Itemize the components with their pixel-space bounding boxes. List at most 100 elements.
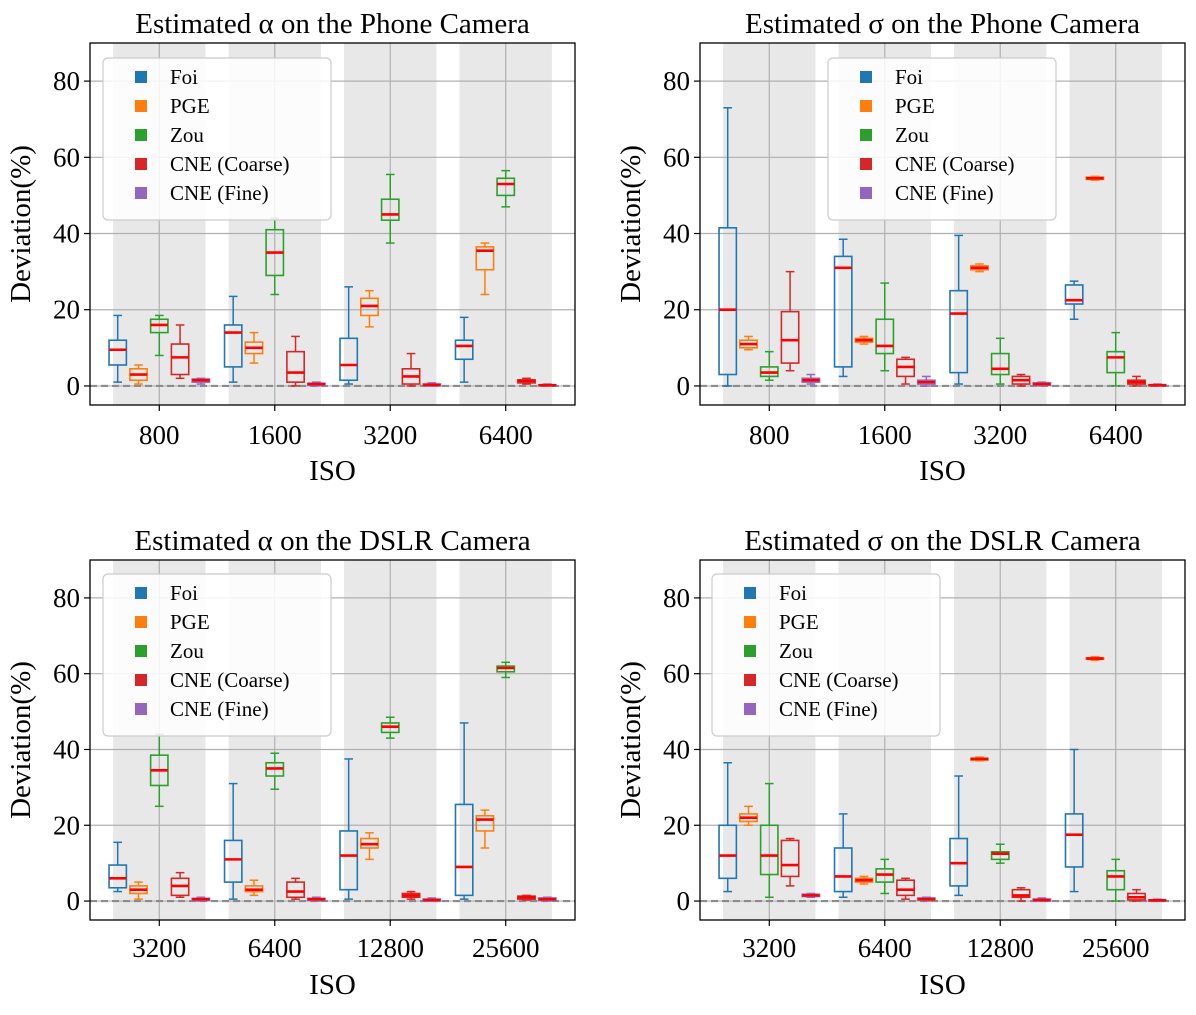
legend-swatch-foi [860,71,872,83]
legend-swatch-zou [135,129,147,141]
box-cne-fine-6400 [537,383,557,387]
legend-label-cne-coarse: CNE (Coarse) [779,668,899,692]
axes-frame [699,42,1186,406]
legend-swatch-zou [860,129,872,141]
box-iqr [1064,284,1084,305]
box-cne-coarse-6400 [517,377,536,385]
box-cne-fine-6400 [1147,383,1167,387]
y-tick-label: 80 [53,583,80,613]
box-iqr [718,824,738,880]
box-pge-800 [739,335,758,351]
box-iqr [286,350,306,383]
legend-label-cne-fine: CNE (Fine) [779,697,878,721]
box-zou-6400 [265,752,285,791]
box-zou-6400 [1106,331,1126,387]
x-tick-label-1600: 1600 [248,420,302,450]
box-pge-25600 [475,809,495,849]
box-foi-6400 [223,782,243,900]
legend-label-cne-coarse: CNE (Coarse) [170,668,290,692]
panel-title: Estimated α on the DSLR Camera [134,525,530,557]
x-tick-label-6400: 6400 [858,933,912,963]
legend-frame [827,57,1057,221]
legend: Foi PGE Zou CNE (Coarse) CNE (Fine) [827,57,1057,221]
box-foi-6400 [1064,280,1084,321]
y-tick-label: 40 [53,219,80,249]
legend-label-cne-fine: CNE (Fine) [895,181,994,205]
legend-swatch-zou [744,645,756,657]
box-pge-6400 [475,242,495,296]
legend-swatch-cne-fine [135,703,147,715]
box-iqr [170,343,190,376]
box-cne-fine-25600 [537,896,557,902]
box-cne-fine-12800 [1032,897,1052,902]
box-cne-coarse-800 [780,270,800,372]
x-tick-label-6400: 6400 [1089,420,1143,450]
box-zou-3200 [149,733,169,808]
box-iqr [718,227,738,376]
x-axis-label: ISO [309,969,356,1001]
legend-label-zou: Zou [779,639,813,663]
box-cne-coarse-6400 [896,877,916,900]
legend-swatch-pge [135,100,147,112]
y-tick-label: 0 [67,886,81,916]
box-cne-fine-1600 [306,381,326,387]
box-foi-3200 [108,841,128,893]
box-iqr [1011,888,1031,899]
box-iqr [833,847,853,893]
legend-label-pge: PGE [779,610,819,634]
x-tick-label-12800: 12800 [356,933,424,963]
box-zou-1600 [875,282,895,372]
legend-label-foi: Foi [170,65,198,89]
box-pge-3200 [739,805,758,827]
box-cne-fine-800 [191,377,211,385]
box-pge-1600 [854,335,874,345]
box-cne-fine-25600 [1147,898,1167,902]
y-tick-label: 0 [677,886,691,916]
y-axis-label: Deviation(%) [615,661,647,819]
box-cne-fine-800 [801,373,821,385]
box-zou-6400 [875,858,895,895]
y-axis-label: Deviation(%) [615,145,647,303]
x-tick-label-12800: 12800 [966,933,1034,963]
box-iqr [339,830,359,891]
legend-swatch-cne-coarse [744,674,756,686]
box-pge-25600 [1085,655,1105,662]
box-foi-800 [108,314,128,383]
box-zou-3200 [380,173,400,244]
box-cne-coarse-800 [170,324,190,380]
y-tick-label: 0 [677,371,691,401]
y-tick-label: 40 [53,734,80,764]
box-cne-coarse-25600 [1127,888,1146,902]
x-tick-label-1600: 1600 [858,420,912,450]
y-tick-label: 40 [663,219,690,249]
box-foi-3200 [339,286,359,385]
box-cne-fine-3200 [1032,381,1052,387]
box-cne-coarse-3200 [780,837,800,887]
legend-frame [711,573,941,737]
box-zou-12800 [990,843,1010,864]
box-cne-coarse-12800 [401,890,421,900]
box-iqr [475,246,495,271]
box-cne-fine-3200 [191,896,211,902]
box-cne-coarse-3200 [1011,373,1031,387]
y-tick-label: 80 [53,66,80,96]
y-tick-label: 60 [663,659,690,689]
box-cne-coarse-6400 [1127,375,1146,387]
box-iqr [475,814,495,832]
box-cne-coarse-25600 [517,894,536,901]
box-iqr [780,310,800,364]
panel-title: Estimated σ on the DSLR Camera [744,525,1141,557]
box-iqr [990,850,1010,861]
x-tick-label-3200: 3200 [363,420,417,450]
legend-label-cne-coarse: CNE (Coarse) [895,152,1015,176]
box-iqr [454,339,474,361]
legend-swatch-cne-coarse [135,674,147,686]
box-foi-6400 [833,813,853,899]
y-tick-label: 60 [53,659,80,689]
box-cne-fine-6400 [916,896,936,902]
legend-swatch-cne-coarse [135,158,147,170]
box-zou-3200 [759,782,779,899]
box-cne-fine-6400 [306,896,326,902]
panel-2: 0 20 40 60 80 800 1600 3200 6400 Estimated σ on t… [615,8,1186,487]
x-tick-label-800: 800 [749,420,790,450]
